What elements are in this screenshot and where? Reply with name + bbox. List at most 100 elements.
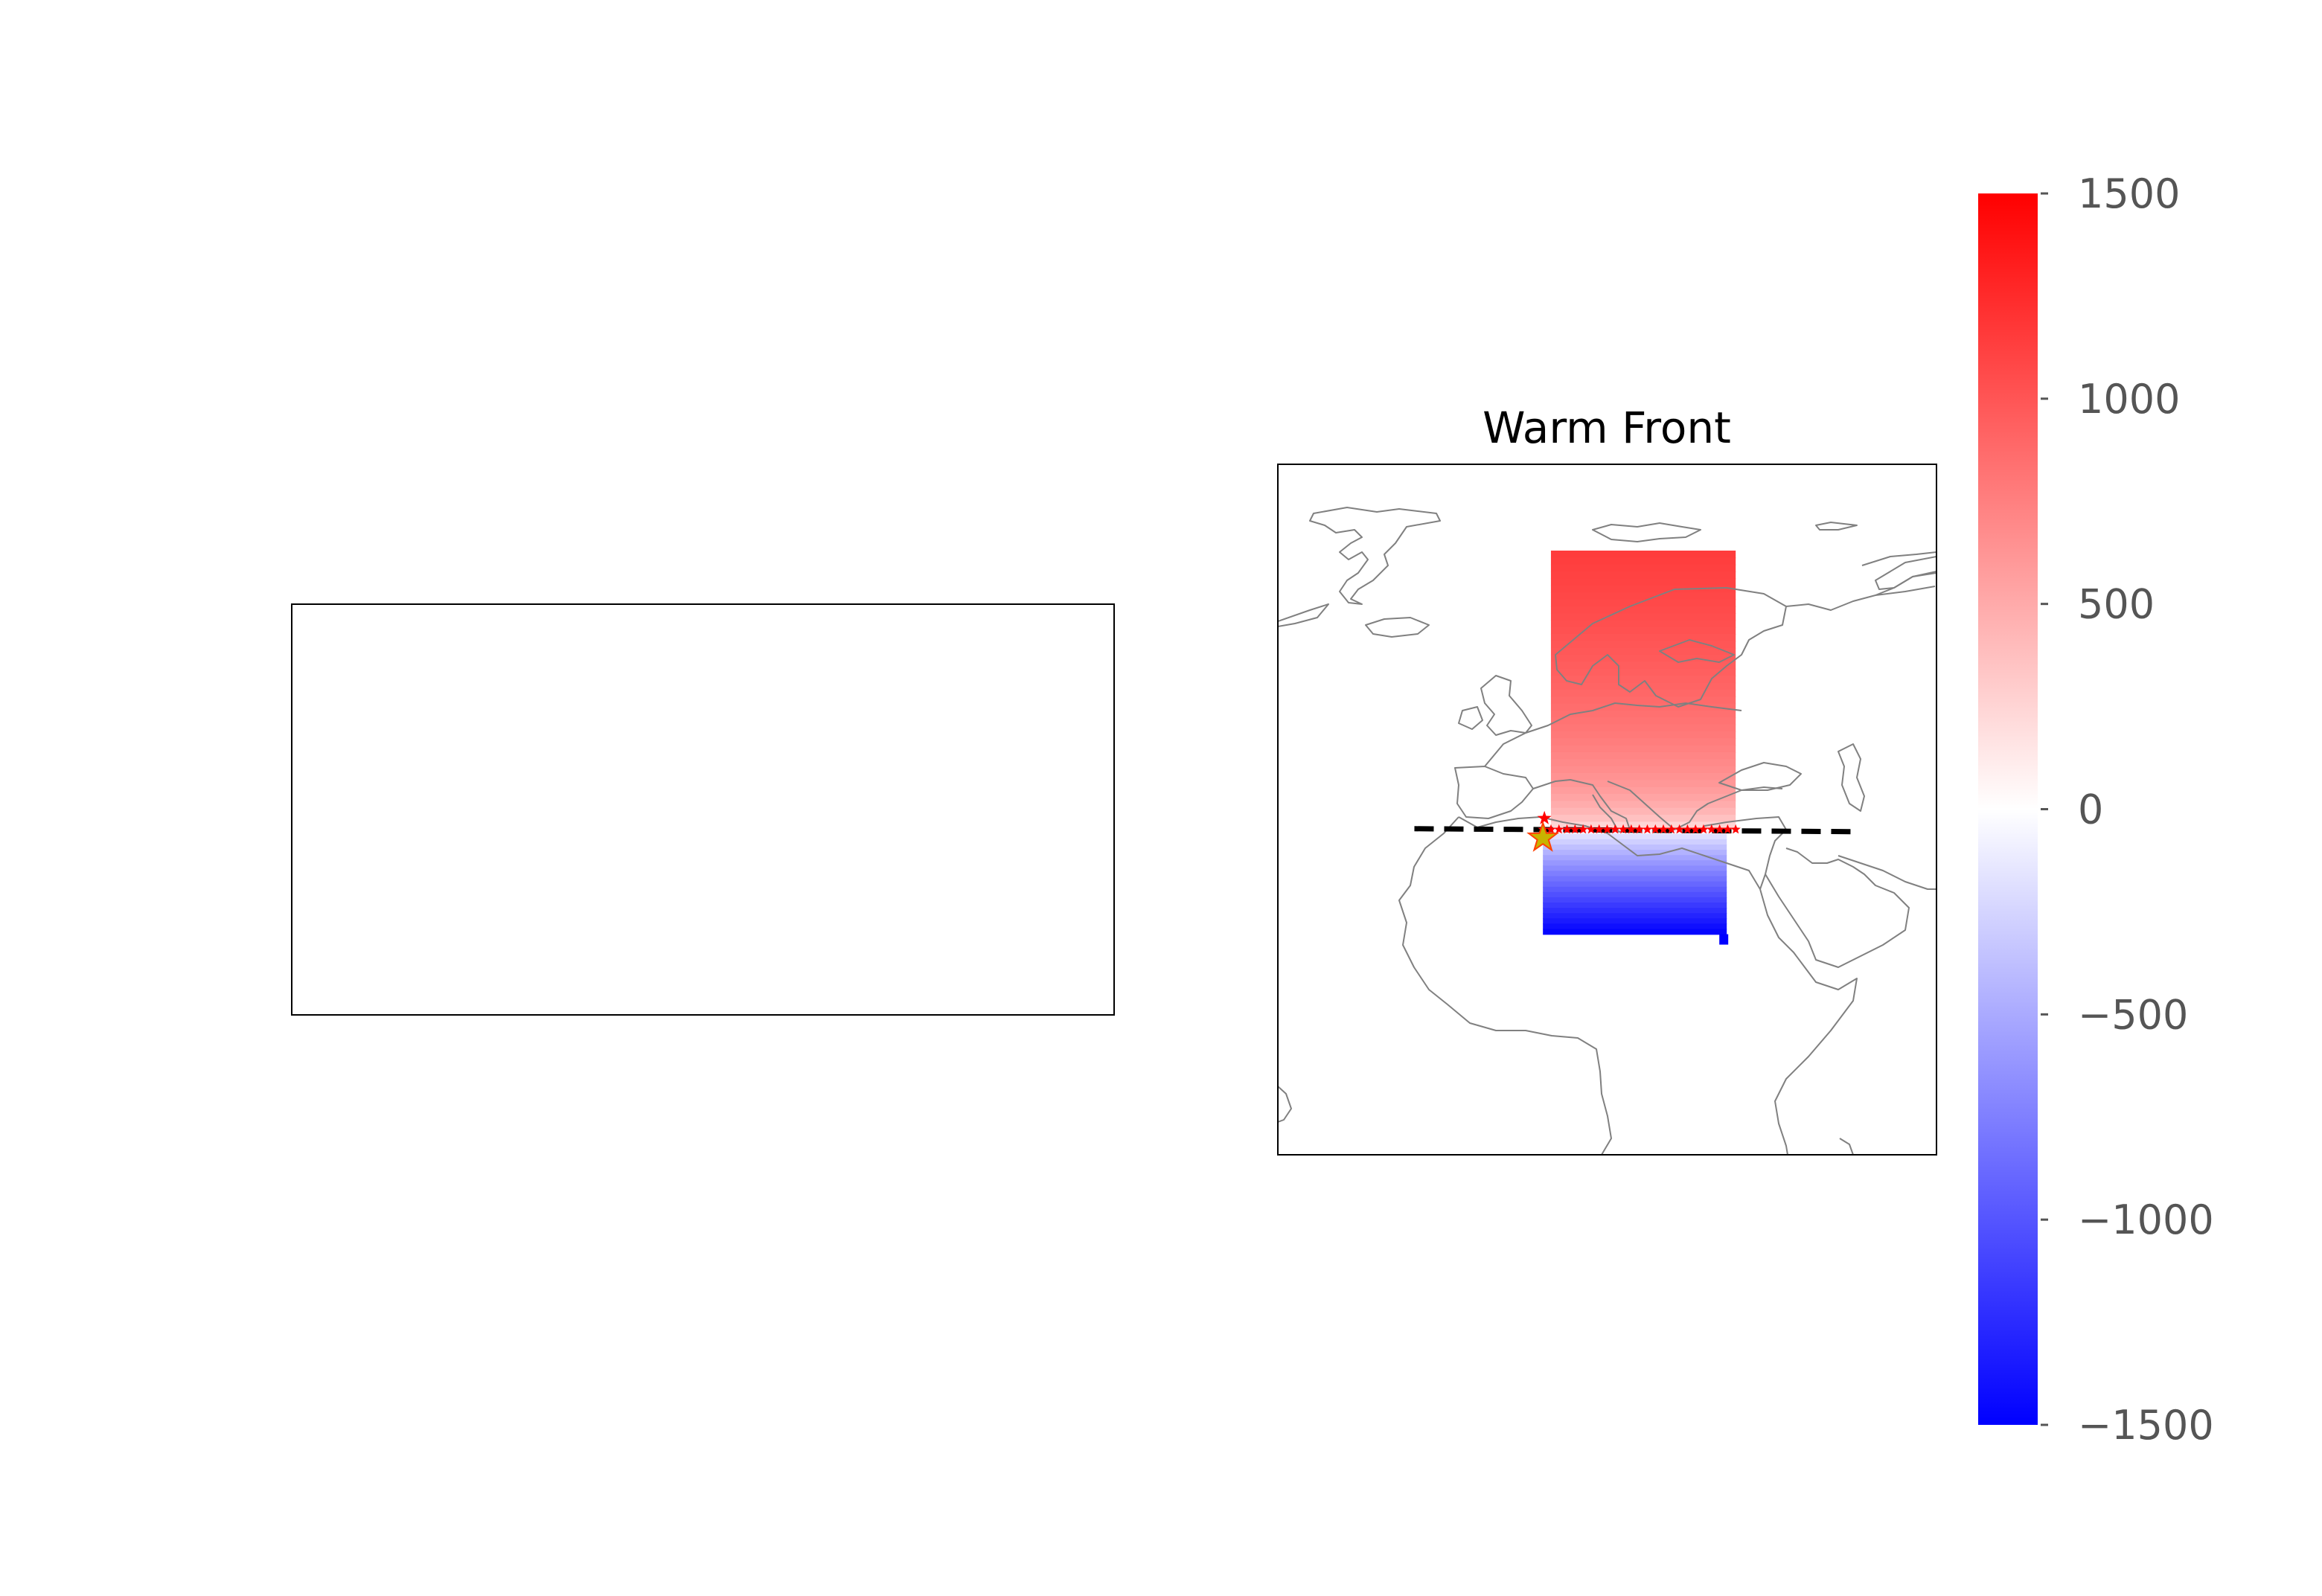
heat-band (1550, 703, 1736, 711)
heat-band (1543, 908, 1727, 914)
heat-band (1550, 773, 1736, 781)
front-star (1594, 824, 1605, 834)
heat-band (1550, 738, 1736, 746)
heat-band (1550, 717, 1736, 725)
colorbar-tick-label: 1500 (2078, 170, 2180, 217)
front-star (1634, 824, 1645, 834)
heat-band (1550, 759, 1736, 767)
heat-band (1550, 724, 1736, 732)
heat-band (1550, 599, 1736, 607)
front-star (1650, 824, 1660, 834)
map-panel (1278, 507, 1936, 1155)
front-star-markers (1537, 810, 1741, 834)
left-empty-axes (291, 603, 1115, 1016)
heat-band (1550, 668, 1736, 676)
front-star (1570, 824, 1580, 834)
front-star (1682, 824, 1693, 834)
heat-band (1550, 731, 1736, 740)
front-star (1722, 824, 1733, 834)
colorbar-ticks: 1500 1000 500 0 −500 −1000 −1500 (2041, 170, 2214, 1449)
heat-band (1550, 592, 1736, 600)
warm-front-line (1414, 826, 1857, 835)
heat-band (1543, 918, 1727, 925)
heat-band (1550, 766, 1736, 774)
front-star (1586, 824, 1596, 834)
heat-band (1543, 881, 1727, 888)
heat-band (1550, 571, 1736, 580)
colorbar-tick-label: −500 (2078, 991, 2188, 1038)
colorbar-tick-label: 500 (2078, 581, 2155, 628)
front-star (1602, 824, 1613, 834)
heat-band (1543, 865, 1727, 872)
front-star (1690, 824, 1701, 834)
heat-band (1543, 897, 1727, 903)
coastlines (1278, 507, 1936, 1155)
heat-band (1550, 606, 1736, 614)
map-axes-frame (1277, 464, 1937, 1156)
map-title: Warm Front (1483, 403, 1731, 453)
front-star (1561, 824, 1573, 834)
heat-band (1550, 620, 1736, 628)
front-star (1707, 824, 1717, 834)
front-star (1546, 824, 1556, 834)
colorbar-tick-label: −1000 (2078, 1196, 2214, 1243)
heat-band (1550, 613, 1736, 621)
heat-band (1550, 821, 1736, 830)
front-star (1714, 824, 1725, 834)
heat-band (1550, 634, 1736, 642)
front-star (1578, 824, 1588, 834)
heat-band (1550, 794, 1736, 802)
colorbar-tick-label: −1500 (2078, 1402, 2214, 1449)
heat-band (1550, 655, 1736, 663)
heat-band (1543, 871, 1727, 877)
heat-band (1550, 647, 1736, 656)
heat-band (1550, 551, 1736, 559)
front-star (1554, 824, 1564, 834)
heat-band (1543, 891, 1727, 898)
colorbar-tick-label: 0 (2078, 786, 2103, 833)
heat-band (1550, 626, 1736, 635)
heat-band (1550, 564, 1736, 572)
heat-band (1543, 855, 1727, 862)
heat-band (1543, 903, 1727, 908)
heat-band (1550, 807, 1736, 815)
heat-band (1543, 886, 1727, 893)
front-star (1610, 824, 1620, 834)
front-star (1626, 824, 1637, 834)
heat-band (1550, 696, 1736, 705)
heat-band (1550, 585, 1736, 593)
front-star (1666, 824, 1677, 834)
heat-band (1550, 689, 1736, 698)
heat-band (1550, 780, 1736, 788)
heat-band (1543, 839, 1727, 845)
heat-band (1543, 929, 1727, 935)
heat-band (1543, 850, 1727, 856)
heat-band (1543, 860, 1727, 867)
heat-field (1543, 551, 1736, 945)
heat-band (1550, 786, 1736, 795)
heat-band (1543, 845, 1727, 850)
origin-star-marker (1526, 821, 1560, 852)
front-star (1675, 824, 1685, 834)
heat-band (1719, 934, 1729, 945)
colorbar (1978, 193, 2038, 1425)
heat-band (1550, 801, 1736, 809)
heat-band (1550, 641, 1736, 649)
front-star (1537, 810, 1552, 824)
origin-star (1526, 821, 1560, 852)
heat-band (1550, 710, 1736, 719)
heat-band (1550, 661, 1736, 670)
heat-band (1550, 676, 1736, 684)
front-star (1698, 824, 1709, 834)
heat-band (1550, 745, 1736, 753)
front-star (1618, 824, 1628, 834)
front-star (1658, 824, 1669, 834)
colorbar-tick-label: 1000 (2078, 376, 2180, 423)
heat-band (1543, 913, 1727, 920)
heat-band (1543, 876, 1727, 882)
heat-band (1550, 751, 1736, 760)
front-star (1730, 824, 1741, 834)
heat-band (1543, 923, 1727, 930)
heat-band (1550, 682, 1736, 690)
